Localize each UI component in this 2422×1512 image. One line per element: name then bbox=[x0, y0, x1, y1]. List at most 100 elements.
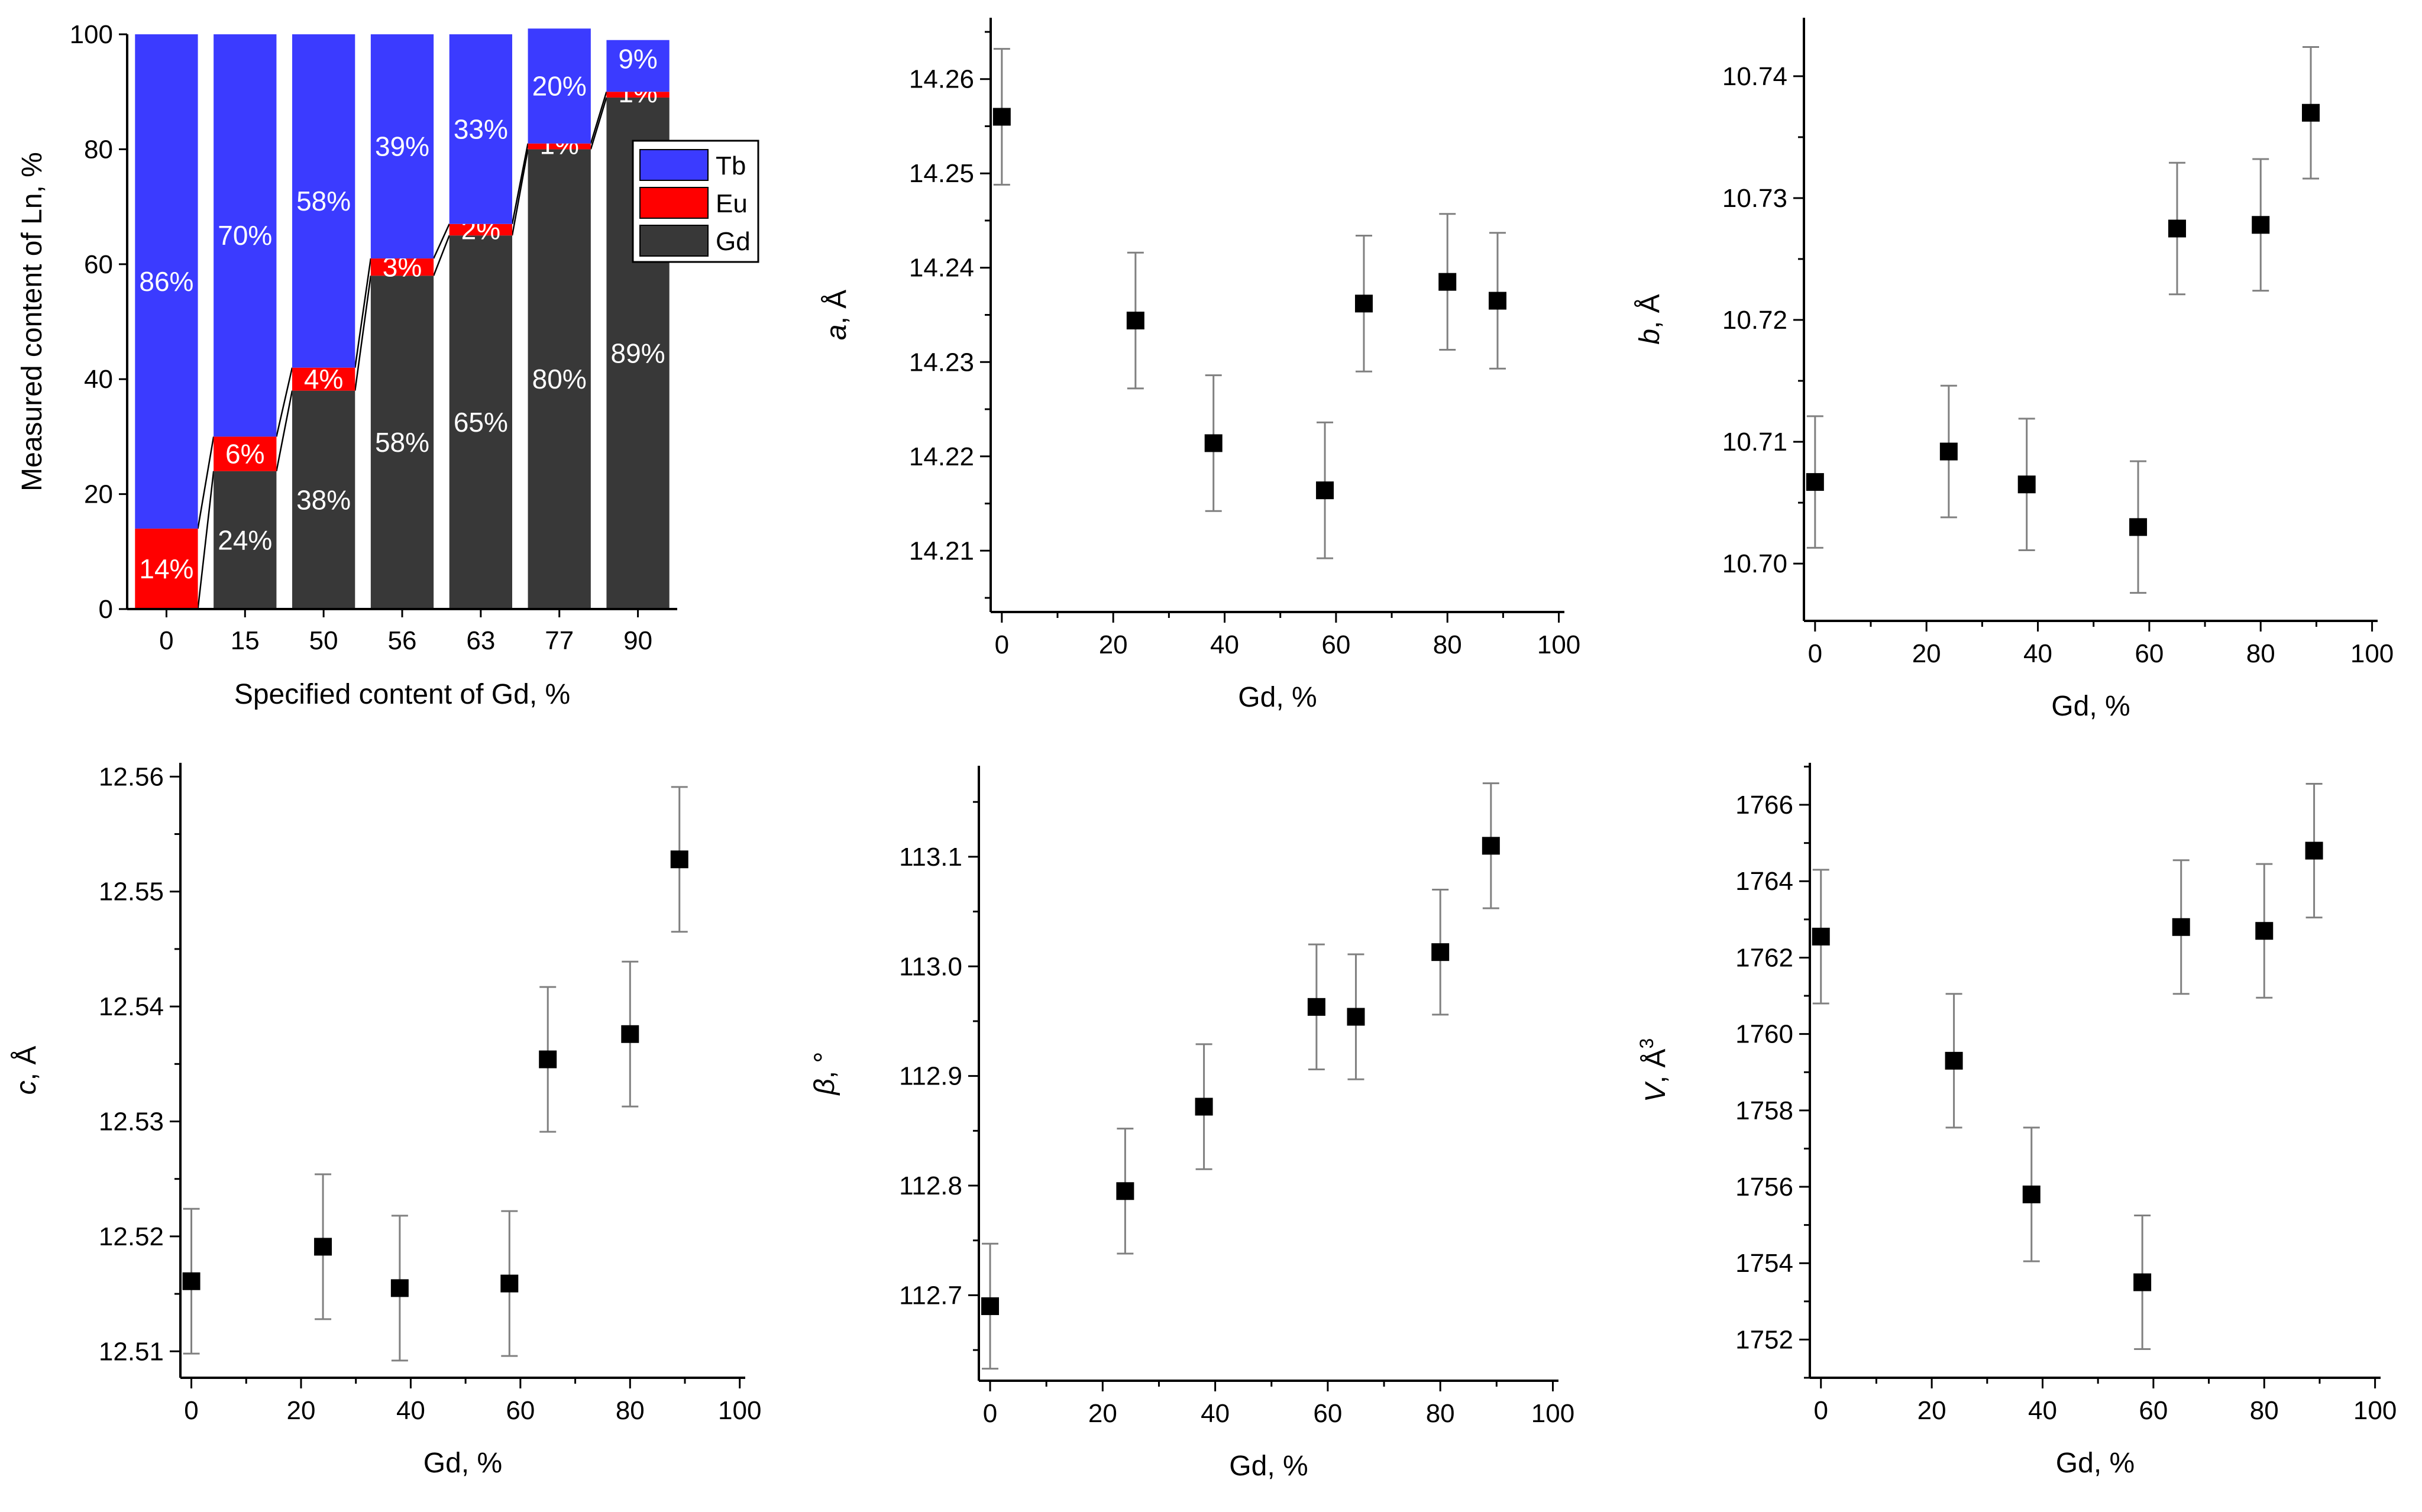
y-axis-label: β, ° bbox=[809, 1051, 840, 1096]
x-tick-label: 80 bbox=[1426, 1399, 1455, 1428]
bar-gd-63 bbox=[449, 235, 512, 609]
data-point bbox=[1945, 1051, 1963, 1070]
bar-tb-15 bbox=[214, 34, 277, 437]
x-tick-label: 60 bbox=[2135, 639, 2164, 668]
data-point bbox=[1354, 294, 1373, 313]
y-axis-superscript: 3 bbox=[1636, 1038, 1657, 1049]
x-tick-label: 80 bbox=[2246, 639, 2275, 668]
data-point bbox=[1116, 1182, 1134, 1200]
y-tick-label: 14.26 bbox=[909, 65, 974, 94]
data-point bbox=[1939, 442, 1958, 461]
y-axis-label: Measured content of Ln, % bbox=[17, 152, 48, 491]
data-point bbox=[1488, 292, 1506, 310]
bar-label-gd: 89% bbox=[611, 338, 665, 368]
y-tick-label: 1756 bbox=[1735, 1173, 1793, 1202]
x-tick-label: 0 bbox=[1813, 1396, 1828, 1425]
x-tick-label: 40 bbox=[2028, 1396, 2057, 1425]
x-tick-label: 80 bbox=[616, 1396, 645, 1425]
x-tick-label: 60 bbox=[506, 1396, 535, 1425]
y-axis-unit: , Å bbox=[821, 290, 852, 325]
y-axis-label: a, Å bbox=[821, 290, 852, 340]
x-tick-label: 0 bbox=[159, 626, 173, 655]
connector-line bbox=[590, 97, 607, 150]
bar-tb-90 bbox=[606, 40, 670, 92]
y-tick-label: 100 bbox=[70, 20, 113, 49]
y-tick-label: 113.1 bbox=[899, 843, 962, 872]
bar-gd-50 bbox=[292, 390, 355, 609]
bar-gd-15 bbox=[214, 471, 277, 609]
y-axis-symbol: β bbox=[809, 1079, 840, 1096]
y-tick-label: 113.0 bbox=[899, 952, 962, 981]
data-point bbox=[2172, 918, 2190, 936]
bar-label-tb: 33% bbox=[454, 114, 508, 144]
y-axis-unit: , Å bbox=[1640, 1049, 1671, 1084]
data-point bbox=[2255, 922, 2274, 940]
data-point bbox=[2301, 103, 2320, 122]
data-point bbox=[182, 1272, 201, 1290]
x-tick-label: 20 bbox=[1088, 1399, 1117, 1428]
y-tick-label: 1760 bbox=[1735, 1020, 1793, 1049]
legend-swatch-tb bbox=[639, 149, 709, 181]
x-tick-label: 63 bbox=[466, 626, 495, 655]
data-point bbox=[1204, 434, 1223, 452]
data-point bbox=[2168, 219, 2186, 238]
y-axis-unit: , ° bbox=[809, 1051, 840, 1079]
c-chart: 0 20 40 60 80 100 12.51 12.52 12.53 12.54 12.55 12.… bbox=[11, 762, 761, 1479]
beta-chart: 0 20 40 60 80 100 112.7 112.8 112.9 113.0 113.1 Gd,… bbox=[809, 766, 1574, 1482]
y-tick-label: 12.51 bbox=[99, 1337, 164, 1366]
bar-label-tb: 20% bbox=[532, 70, 587, 101]
data-point bbox=[2129, 518, 2148, 536]
x-tick-label: 100 bbox=[2350, 639, 2394, 668]
bar-label-gd: 58% bbox=[375, 427, 429, 458]
y-axis-symbol: c bbox=[11, 1080, 42, 1095]
data-point bbox=[2133, 1273, 2152, 1291]
x-axis-label: Specified content of Gd, % bbox=[234, 679, 570, 710]
x-axis-label: Gd, % bbox=[423, 1448, 502, 1479]
bar-eu-0 bbox=[135, 528, 198, 609]
bar-label-gd: 24% bbox=[218, 524, 272, 555]
bar-eu-90 bbox=[606, 92, 670, 98]
y-tick-label: 14.24 bbox=[909, 254, 974, 283]
bar-label-gd: 80% bbox=[532, 364, 587, 394]
bar-tb-56 bbox=[370, 34, 434, 259]
bar-eu-77 bbox=[528, 143, 591, 150]
y-tick-label: 112.9 bbox=[899, 1062, 962, 1091]
x-tick-label: 20 bbox=[1917, 1396, 1946, 1425]
y-tick-label: 10.73 bbox=[1722, 184, 1787, 213]
bar-label-eu: 6% bbox=[225, 439, 264, 470]
y-axis-unit: , Å bbox=[1634, 294, 1666, 329]
y-tick-label: 14.25 bbox=[909, 159, 974, 188]
y-tick-label: 1764 bbox=[1735, 867, 1793, 896]
legend-label-gd: Gd bbox=[716, 227, 751, 256]
connector-line bbox=[433, 224, 450, 259]
x-tick-label: 40 bbox=[1210, 630, 1239, 659]
x-tick-label: 40 bbox=[1201, 1399, 1230, 1428]
y-axis-symbol: a bbox=[821, 324, 852, 340]
y-axis-label: b, Å bbox=[1634, 294, 1666, 344]
y-tick-label: 10.72 bbox=[1722, 306, 1787, 335]
y-tick-label: 12.55 bbox=[99, 878, 164, 906]
x-tick-label: 56 bbox=[388, 626, 417, 655]
y-tick-label: 1754 bbox=[1735, 1249, 1793, 1278]
y-tick-label: 10.71 bbox=[1722, 428, 1787, 456]
bar-eu-50 bbox=[292, 367, 355, 391]
connector-line bbox=[511, 149, 529, 236]
data-point bbox=[1806, 473, 1824, 491]
x-tick-label: 100 bbox=[718, 1396, 761, 1425]
legend-label-tb: Tb bbox=[716, 151, 746, 180]
x-tick-label: 100 bbox=[1537, 630, 1580, 659]
y-tick-label: 12.52 bbox=[99, 1222, 164, 1251]
bar-eu-63 bbox=[449, 224, 512, 236]
legend-swatch-eu bbox=[639, 187, 709, 219]
x-tick-label: 60 bbox=[1313, 1399, 1342, 1428]
connector-line bbox=[197, 436, 215, 529]
data-point bbox=[2305, 841, 2323, 860]
a-chart: 0 20 40 60 80 100 14.21 14.22 14.23 14.24 14.25 14.… bbox=[821, 18, 1580, 713]
bar-label-tb: 70% bbox=[218, 220, 272, 251]
x-tick-label: 0 bbox=[995, 630, 1009, 659]
x-tick-label: 20 bbox=[287, 1396, 316, 1425]
y-tick-label: 20 bbox=[84, 480, 113, 509]
bar-label-gd: 38% bbox=[296, 484, 351, 515]
x-tick-label: 60 bbox=[2139, 1396, 2168, 1425]
